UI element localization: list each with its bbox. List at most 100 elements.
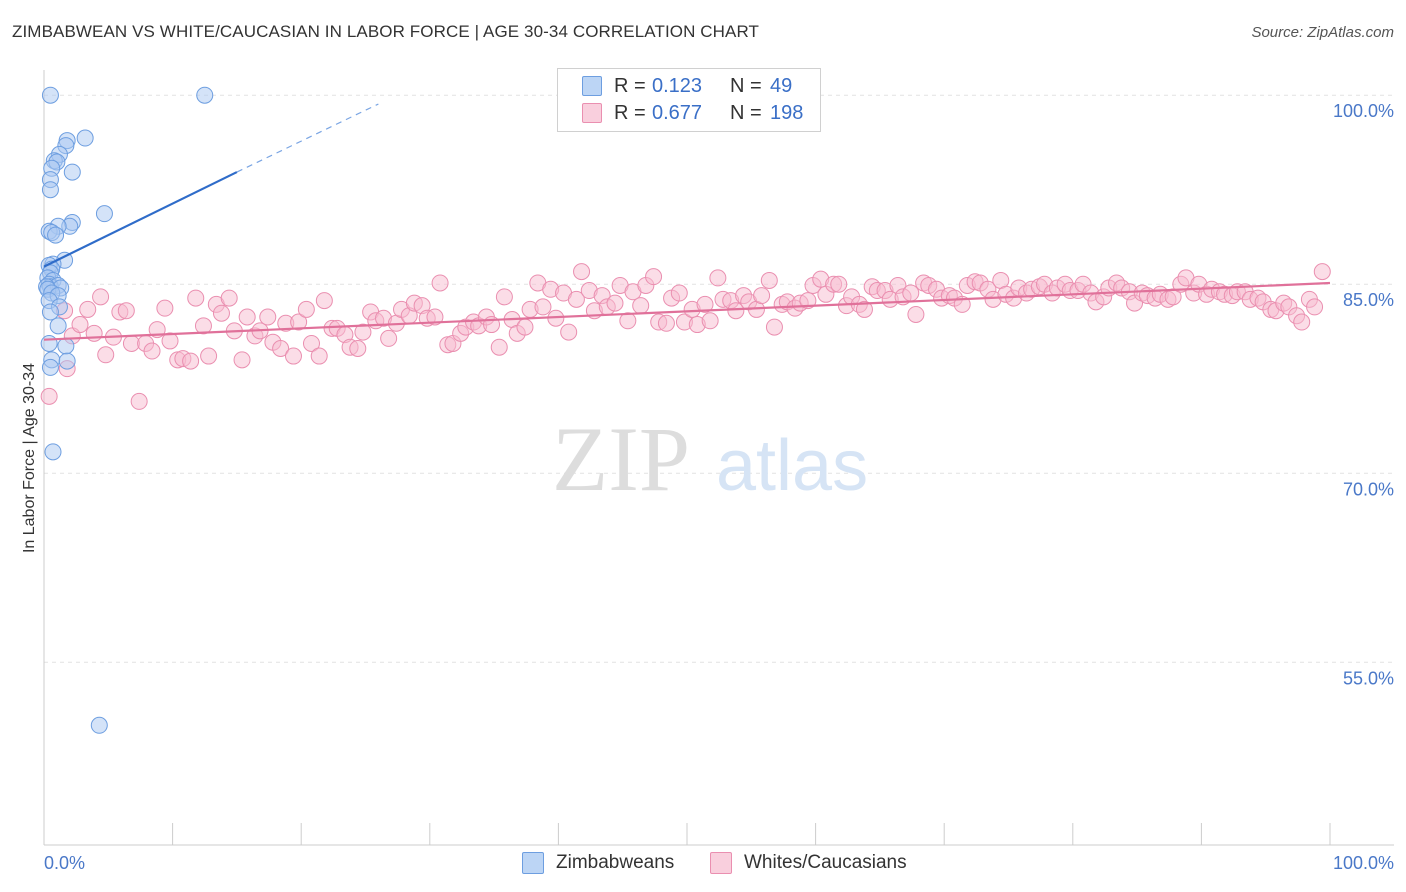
white-caucasian-point: [619, 312, 637, 330]
zimbabwean-point: [90, 716, 108, 734]
white-caucasian-point: [315, 292, 333, 310]
white-caucasian-point: [233, 351, 251, 369]
y-tick-labels: 100.0% 85.0% 70.0% 55.0%: [1333, 101, 1394, 688]
white-caucasian-point: [194, 317, 212, 335]
zimbabwean-trend-extension: [236, 103, 379, 173]
white-caucasian-point: [310, 347, 328, 365]
stats-legend: R = 0.123 N = 49 R = 0.677 N = 198: [557, 68, 821, 132]
white-caucasian-point: [182, 352, 200, 370]
x-tick-label-max: 100.0%: [1333, 853, 1394, 873]
zimbabwean-point: [57, 337, 75, 355]
white-caucasian-point: [426, 308, 444, 326]
chart-title: ZIMBABWEAN VS WHITE/CAUCASIAN IN LABOR F…: [12, 22, 760, 41]
watermark-atlas: atlas: [716, 426, 868, 506]
white-caucasian-point: [431, 274, 449, 292]
white-caucasian-point: [187, 289, 205, 307]
white-caucasian-point: [238, 308, 256, 326]
white-caucasian-point: [284, 347, 302, 365]
white-caucasian-point: [354, 323, 372, 341]
white-caucasian-point: [200, 347, 218, 365]
legend-r-label: R =: [614, 74, 646, 97]
white-caucasian-point: [696, 295, 714, 313]
white-caucasian-point: [259, 308, 277, 326]
white-caucasian-point: [380, 329, 398, 347]
white-caucasian-point: [1306, 298, 1324, 316]
white-caucasian-point: [212, 304, 230, 322]
zimbabwean-point: [63, 163, 81, 181]
bottom-legend-swatch-blue: [522, 852, 544, 874]
white-caucasian-point: [122, 334, 140, 352]
white-caucasian-point: [71, 316, 89, 334]
legend-r-value: 0.677: [652, 101, 703, 124]
white-caucasian-point: [855, 300, 873, 318]
white-caucasian-point: [495, 288, 513, 306]
white-caucasian-point: [645, 268, 663, 286]
axes: [43, 70, 1394, 846]
white-caucasian-point: [302, 334, 320, 352]
legend-row-whites: R = 0.677 N = 198: [582, 100, 803, 126]
zimbabwean-point: [40, 334, 58, 352]
zimbabwean-point: [47, 226, 65, 244]
white-caucasian-point: [657, 314, 675, 332]
x-ticks: [43, 823, 1331, 845]
white-caucasian-point: [560, 323, 578, 341]
legend-n-label: N =: [730, 74, 762, 97]
white-caucasian-point: [765, 318, 783, 336]
y-tick-label: 100.0%: [1333, 101, 1394, 121]
zimbabwean-point: [76, 129, 94, 147]
white-caucasian-point: [349, 339, 367, 357]
y-axis-label: In Labor Force | Age 30-34: [21, 363, 38, 553]
bottom-legend-whites: Whites/Caucasians: [710, 852, 907, 874]
white-caucasian-point: [1293, 313, 1311, 331]
white-caucasian-point: [1313, 263, 1331, 281]
bottom-legend-label: Whites/Caucasians: [744, 852, 907, 873]
watermark-zip: ZIP: [552, 408, 690, 510]
legend-r-value: 0.123: [652, 74, 703, 97]
white-caucasian-point: [290, 313, 308, 331]
white-caucasian-point: [830, 275, 848, 293]
white-caucasian-point: [567, 290, 585, 308]
white-caucasian-point: [632, 297, 650, 315]
y-tick-label: 55.0%: [1343, 668, 1394, 688]
zimbabwean-point: [41, 181, 59, 199]
bottom-legend-label: Zimbabweans: [556, 852, 675, 873]
legend-swatch-blue: [582, 76, 602, 96]
white-caucasian-point: [97, 346, 115, 364]
legend-n-label: N =: [730, 101, 762, 124]
white-caucasian-point: [143, 342, 161, 360]
zimbabwean-point: [95, 205, 113, 223]
white-caucasian-point: [272, 339, 290, 357]
white-caucasian-point: [40, 387, 58, 405]
zimbabwean-point: [41, 303, 59, 321]
legend-r-label: R =: [614, 101, 646, 124]
zimbabwean-point: [41, 86, 59, 104]
white-caucasian-point: [490, 338, 508, 356]
x-tick-label-min: 0.0%: [44, 853, 85, 873]
legend-swatch-pink: [582, 103, 602, 123]
zimbabwean-point: [58, 352, 76, 370]
white-caucasian-point: [606, 294, 624, 312]
white-caucasian-point: [161, 332, 179, 350]
white-caucasian-point: [92, 288, 110, 306]
white-caucasian-point: [670, 284, 688, 302]
legend-row-zimbabweans: R = 0.123 N = 49: [582, 73, 792, 99]
watermark: ZIP atlas: [552, 408, 868, 510]
white-caucasian-point: [117, 302, 135, 320]
bottom-legend-zimbabweans: Zimbabweans: [522, 852, 674, 874]
white-caucasian-point: [516, 318, 534, 336]
zimbabwean-point: [196, 86, 214, 104]
white-caucasian-point: [727, 302, 745, 320]
white-caucasian-point: [85, 324, 103, 342]
y-tick-label: 70.0%: [1343, 479, 1394, 499]
white-caucasian-point: [902, 284, 920, 302]
white-caucasian-point: [709, 269, 727, 287]
chart-source: Source: ZipAtlas.com: [1251, 24, 1394, 41]
white-caucasian-point: [130, 392, 148, 410]
white-caucasian-point: [297, 300, 315, 318]
zimbabwean-point: [49, 317, 67, 335]
zimbabwean-point: [44, 443, 62, 461]
white-caucasian-point: [573, 263, 591, 281]
white-caucasian-trend-line: [43, 281, 1331, 341]
white-caucasian-point: [156, 299, 174, 317]
